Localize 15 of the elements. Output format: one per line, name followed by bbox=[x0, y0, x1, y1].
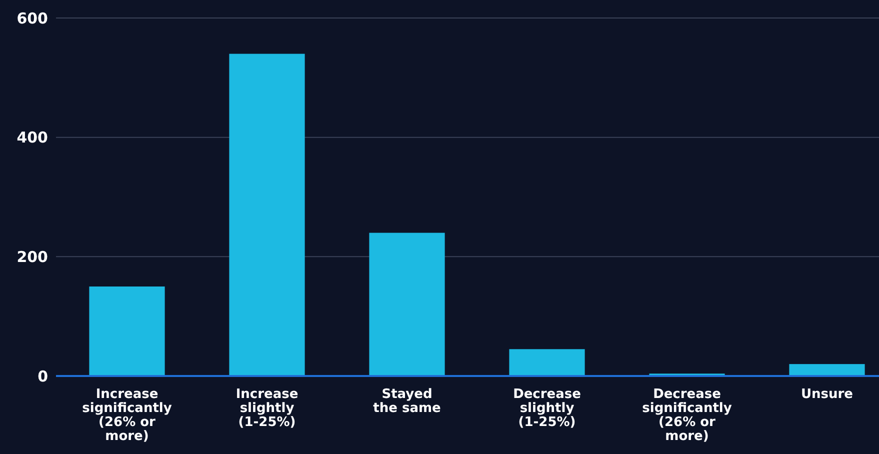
bar bbox=[789, 364, 865, 376]
x-tick-label: Decrease slightly (1-25%) bbox=[513, 387, 582, 430]
y-tick-label: 200 bbox=[16, 248, 48, 266]
x-tick-label: Stayed the same bbox=[373, 387, 442, 416]
x-tick-label: Decrease significantly (26% or more) bbox=[642, 387, 732, 444]
y-tick-label: 0 bbox=[38, 367, 48, 386]
y-tick-label: 600 bbox=[16, 9, 48, 28]
x-tick-label: Increase significantly (26% or more) bbox=[82, 387, 172, 444]
y-tick-label: 400 bbox=[16, 128, 48, 147]
bar bbox=[369, 232, 445, 376]
x-tick-label: Unsure bbox=[800, 387, 854, 402]
bar bbox=[509, 349, 585, 376]
x-tick-label: Increase slightly (1-25%) bbox=[236, 387, 298, 430]
bar bbox=[89, 286, 165, 376]
bar bbox=[229, 54, 305, 376]
